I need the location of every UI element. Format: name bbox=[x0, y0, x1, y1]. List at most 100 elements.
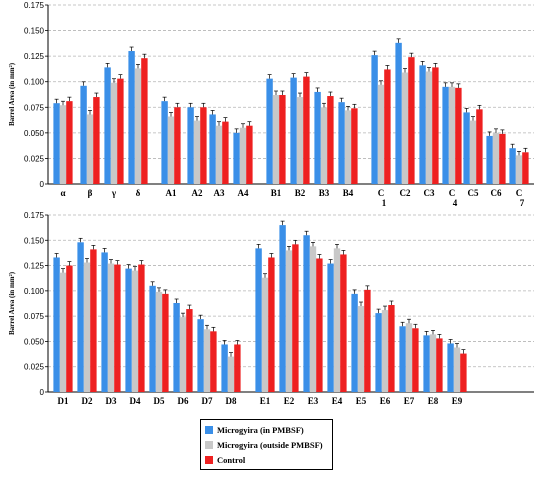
legend-label-outside-pmbsf: Microgyira (outside PMBSF) bbox=[217, 440, 323, 450]
bar-outside bbox=[155, 291, 163, 392]
x-category-label: D5 bbox=[154, 396, 165, 406]
x-category-label: B4 bbox=[343, 188, 354, 198]
bar-control bbox=[460, 353, 467, 392]
x-category-label: C2 bbox=[400, 188, 411, 198]
x-category-label: D2 bbox=[82, 396, 93, 406]
bar-control bbox=[292, 244, 299, 392]
bar-outside bbox=[492, 132, 500, 184]
bar-pmbsf bbox=[101, 252, 108, 392]
x-category-label: β bbox=[88, 188, 93, 198]
y-tick-label: 0.175 bbox=[24, 211, 45, 220]
chart-panel-2: 0 0.025 0.050 0.075 0.100 0.125 0.150 0.175 Barr… bbox=[8, 211, 534, 406]
bar-control bbox=[432, 67, 439, 184]
bar-control bbox=[246, 125, 253, 184]
bar-control bbox=[351, 108, 358, 184]
bar-outside bbox=[193, 120, 201, 184]
bar-outside bbox=[448, 86, 456, 184]
legend-swatch-control bbox=[205, 456, 213, 464]
bar-pmbsf bbox=[104, 67, 111, 184]
bar-outside bbox=[425, 71, 433, 184]
bar-outside bbox=[320, 107, 328, 184]
bar-pmbsf bbox=[279, 225, 286, 392]
bar-pmbsf bbox=[255, 248, 262, 392]
bar-outside bbox=[107, 263, 115, 392]
bar-outside bbox=[131, 270, 139, 392]
bar-control bbox=[200, 107, 207, 184]
x-category-label: E4 bbox=[332, 396, 343, 406]
bar-control bbox=[316, 258, 323, 392]
bar-pmbsf bbox=[53, 257, 60, 392]
x-category-label: E6 bbox=[380, 396, 391, 406]
x-category-label: γ bbox=[111, 188, 117, 198]
x-category-label: A4 bbox=[238, 188, 249, 198]
bar-outside bbox=[309, 246, 317, 392]
y-tick-label: 0.175 bbox=[24, 1, 45, 10]
x-category-label: A1 bbox=[166, 188, 177, 198]
bar-outside bbox=[357, 306, 365, 392]
bar-control bbox=[93, 97, 100, 184]
bar-pmbsf bbox=[125, 268, 132, 392]
bar-outside bbox=[83, 262, 91, 392]
bar-control bbox=[412, 328, 419, 392]
bar-control bbox=[303, 76, 310, 184]
bar-control bbox=[174, 107, 181, 184]
bar-pmbsf bbox=[447, 343, 454, 392]
bar-pmbsf bbox=[128, 51, 135, 185]
bar-pmbsf bbox=[80, 85, 87, 184]
bar-control bbox=[162, 293, 169, 392]
bar-outside bbox=[215, 125, 223, 184]
y-tick-label: 0.050 bbox=[24, 337, 45, 346]
bar-pmbsf bbox=[209, 114, 216, 184]
bar-outside bbox=[296, 97, 304, 184]
bar-control bbox=[90, 249, 97, 392]
bar-outside bbox=[134, 68, 142, 184]
bar-outside bbox=[344, 110, 352, 184]
bar-pmbsf bbox=[53, 103, 60, 184]
bar-control bbox=[279, 95, 286, 184]
x-category-label: D3 bbox=[106, 396, 117, 406]
bar-outside bbox=[239, 127, 247, 184]
bar-outside bbox=[381, 310, 389, 392]
bar-outside bbox=[333, 248, 341, 392]
x-category-label: D7 bbox=[202, 396, 213, 406]
bar-outside bbox=[272, 95, 280, 184]
bar-outside bbox=[110, 82, 118, 184]
bar-control bbox=[499, 133, 506, 184]
x-category-label: C5 bbox=[468, 188, 479, 198]
bar-control bbox=[327, 96, 334, 184]
y-tick-label: 0.150 bbox=[24, 27, 45, 36]
x-category-label: E5 bbox=[356, 396, 367, 406]
x-category-label: E7 bbox=[404, 396, 415, 406]
y-tick-label: 0.125 bbox=[24, 52, 45, 61]
x-category-label: A2 bbox=[192, 188, 203, 198]
bar-pmbsf bbox=[351, 293, 358, 392]
bar-outside bbox=[59, 105, 67, 184]
bar-pmbsf bbox=[509, 148, 516, 184]
bar-control bbox=[384, 69, 391, 184]
chart-panel-1: 0 0.025 0.050 0.075 0.100 0.125 0.150 0.175 Barr… bbox=[8, 1, 534, 208]
bar-outside bbox=[405, 323, 413, 392]
bar-control bbox=[268, 257, 275, 392]
bar-outside bbox=[377, 84, 385, 184]
bar-control bbox=[234, 344, 241, 392]
bar-outside bbox=[86, 114, 94, 184]
bar-pmbsf bbox=[375, 313, 382, 392]
bar-control bbox=[66, 265, 73, 392]
bar-pmbsf bbox=[161, 101, 168, 184]
bar-control bbox=[114, 264, 121, 392]
x-category-label: D4 bbox=[130, 396, 141, 406]
y-tick-label: 0.025 bbox=[24, 363, 45, 372]
bar-outside bbox=[179, 317, 187, 392]
bar-control bbox=[66, 101, 73, 184]
x-category-label: E3 bbox=[308, 396, 319, 406]
x-category-label: B3 bbox=[319, 188, 330, 198]
bar-pmbsf bbox=[173, 302, 180, 392]
bar-control bbox=[476, 109, 483, 184]
bar-control bbox=[210, 331, 217, 392]
x-category-label: B1 bbox=[271, 188, 282, 198]
bar-control bbox=[364, 289, 371, 392]
bar-pmbsf bbox=[149, 285, 156, 392]
bar-control bbox=[138, 264, 145, 392]
